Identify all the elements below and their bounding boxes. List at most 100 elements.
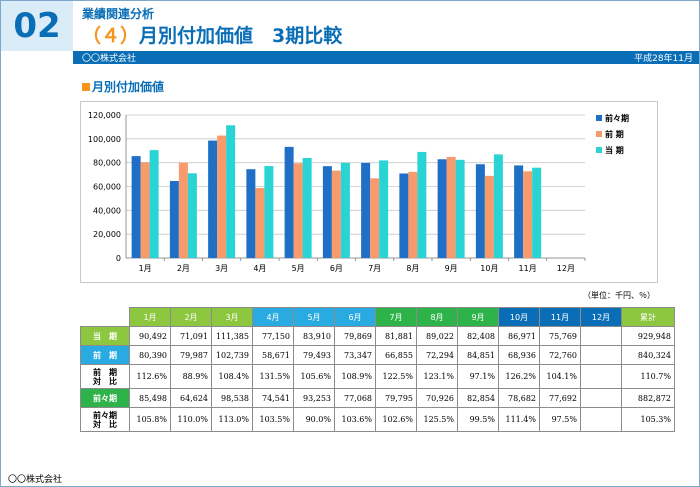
x-tick-label: 6月 [330,264,343,273]
table-row: 当 期 90,492 71,091 111,385 77,150 83,910 79,869… [80,326,675,346]
value-cell: 102,739 [211,345,253,365]
x-tick-label: 4月 [253,264,266,273]
value-cell: 73,347 [334,345,376,365]
row-label: 前々期 [80,388,130,408]
legend-label: 前々期 [605,113,629,123]
value-cell: 66,855 [375,345,417,365]
value-cell: 125.5% [416,407,458,432]
value-cell: 75,769 [539,326,581,346]
value-cell: 111,385 [211,326,253,346]
legend-label: 前 期 [605,129,624,139]
y-tick-label: 0 [116,254,121,263]
value-cell: 71,091 [170,326,212,346]
month-header: 9月 [457,307,499,327]
value-cell: 90,492 [129,326,171,346]
month-header: 10月 [498,307,540,327]
month-header: 8月 [416,307,458,327]
value-cell [580,364,622,389]
legend-swatch [596,131,602,137]
value-cell: 99.5% [457,407,499,432]
x-tick-label: 5月 [292,264,305,273]
bar-chart: 0 20,000 40,000 60,000 80,000 100,000 120,000 1… [80,101,658,283]
x-tick-label: 11月 [519,264,537,273]
legend-swatch [596,115,602,121]
bar [331,170,341,258]
value-cell: 102.6% [375,407,417,432]
value-cell: 89,022 [416,326,458,346]
chart-heading-text: 月別付加価値 [92,80,165,94]
value-cell: 85,498 [129,388,171,408]
total-cell: 882,872 [621,388,675,408]
header-company: 〇〇株式会社 [82,54,137,64]
value-cell [580,388,622,408]
value-cell: 81,881 [375,326,417,346]
value-cell: 88.9% [170,364,212,389]
bar [264,166,274,258]
section-number: 02 [1,1,73,51]
bar [226,125,236,258]
value-cell: 105.8% [129,407,171,432]
footer-company: 〇〇株式会社 [8,475,63,485]
value-cell: 77,150 [252,326,294,346]
y-tick-label: 60,000 [93,183,121,192]
bar [208,140,218,258]
value-cell: 79,987 [170,345,212,365]
total-header: 累計 [621,307,675,327]
value-cell: 122.5% [375,364,417,389]
square-bullet-icon [82,82,90,91]
table-row: 前々期対 比 105.8% 110.0% 113.0% 103.5% 90.0% 103.6… [80,407,675,432]
value-cell: 104.1% [539,364,581,389]
bar [379,160,389,258]
value-cell: 105.6% [293,364,335,389]
value-cell: 82,408 [457,326,499,346]
title-number: （４） [82,25,140,47]
x-tick-label: 12月 [557,264,575,273]
value-cell: 83,910 [293,326,335,346]
row-label-line2: 対 比 [93,419,117,429]
bar [178,162,188,258]
table-row: 前 期 80,390 79,987 102,739 58,671 79,493 73,347… [80,345,675,365]
bar [399,173,409,258]
value-cell: 108.9% [334,364,376,389]
month-header: 7月 [375,307,417,327]
value-cell: 77,068 [334,388,376,408]
value-cell: 58,671 [252,345,294,365]
row-label: 前 期 [80,345,130,365]
bar [187,173,197,258]
legend-swatch [596,147,602,153]
x-tick-label: 2月 [177,264,190,273]
bar [255,188,265,258]
value-cell: 84,851 [457,345,499,365]
x-tick-label: 7月 [368,264,381,273]
chart-canvas: 0 20,000 40,000 60,000 80,000 100,000 120,000 1… [88,111,629,273]
total-cell: 105.3% [621,407,675,432]
month-header: 1月 [129,307,171,327]
value-cell: 86,971 [498,326,540,346]
value-cell: 111.4% [498,407,540,432]
value-cell: 98,538 [211,388,253,408]
value-cell [580,326,622,346]
bar [140,162,150,258]
value-cell: 103.5% [252,407,294,432]
value-cell: 126.2% [498,364,540,389]
bar [361,162,371,258]
total-cell: 110.7% [621,364,675,389]
bar [475,164,485,258]
table-row: 前 期対 比 112.6% 88.9% 108.4% 131.5% 105.6% 108.9… [80,364,675,389]
bar [417,151,427,258]
section-label: 業績関連分析 [82,7,155,21]
legend-label: 当 期 [605,145,624,155]
row-label-line2: 対 比 [93,376,117,386]
row-label: 前 期対 比 [80,364,130,389]
bar [340,162,350,258]
value-cell: 70,926 [416,388,458,408]
bar [514,165,524,258]
value-cell: 72,294 [416,345,458,365]
bar [408,171,418,258]
total-cell: 840,324 [621,345,675,365]
value-cell: 97.1% [457,364,499,389]
row-label: 前々期対 比 [80,407,130,432]
value-cell: 68,936 [498,345,540,365]
bar [131,156,141,258]
bar [370,178,380,258]
